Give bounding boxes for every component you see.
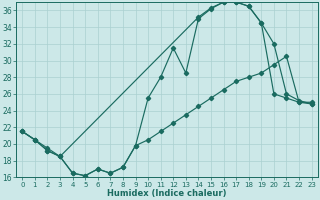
X-axis label: Humidex (Indice chaleur): Humidex (Indice chaleur): [107, 189, 227, 198]
